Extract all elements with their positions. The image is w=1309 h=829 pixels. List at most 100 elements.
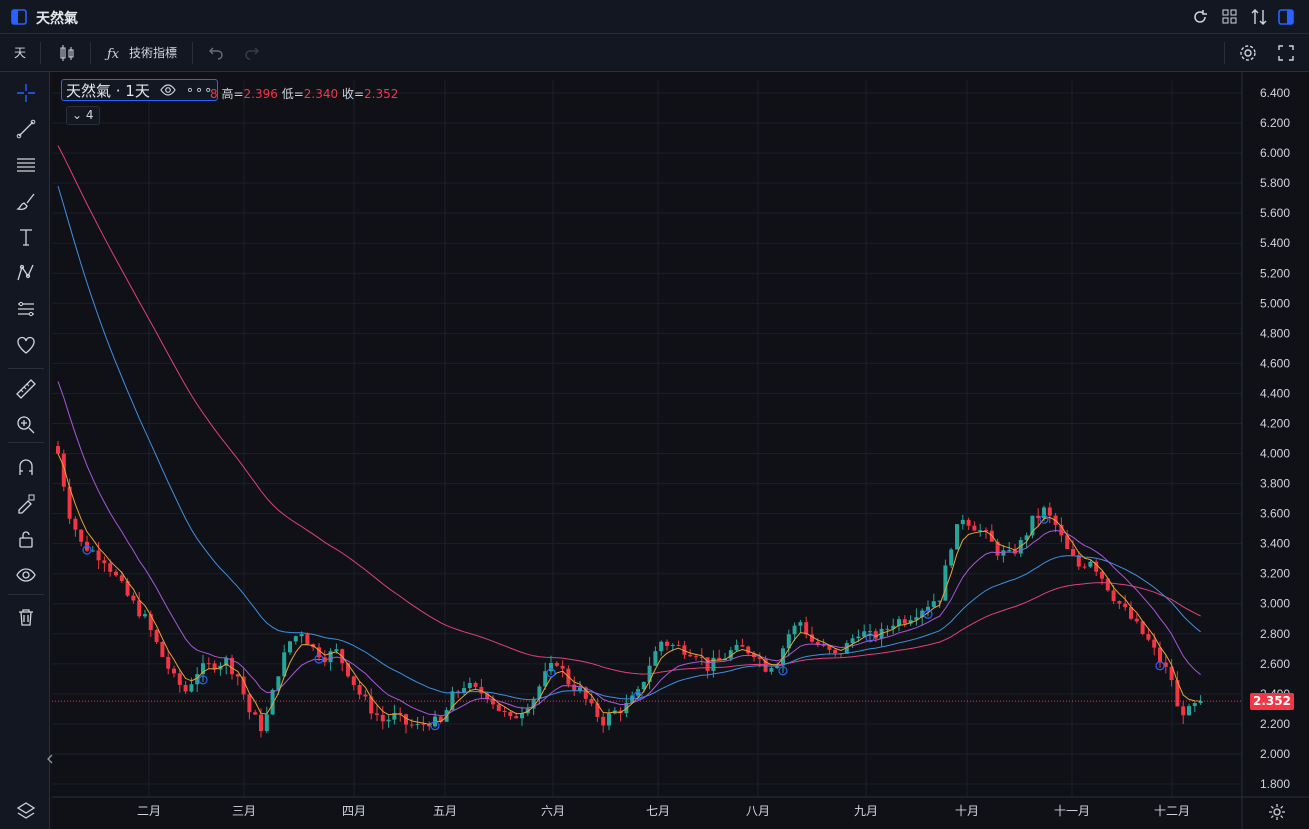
candle-body (746, 646, 751, 654)
candle-body (810, 634, 814, 642)
forecast-icon[interactable] (14, 297, 38, 321)
layout-grid-icon[interactable] (1219, 6, 1241, 28)
heart-icon[interactable] (14, 333, 38, 357)
candle-body (955, 524, 959, 550)
more-icon[interactable]: ∘∘∘ (185, 82, 214, 98)
candle-body (1192, 703, 1197, 707)
moving-average-line (57, 453, 1201, 725)
y-tick-label: 3.800 (1260, 477, 1290, 491)
ruler-icon[interactable] (14, 377, 38, 401)
candle-body (549, 662, 553, 672)
candle-body (456, 691, 461, 693)
sort-icon[interactable] (1248, 6, 1270, 28)
axis-settings-icon[interactable] (1268, 803, 1286, 821)
y-tick-label: 5.400 (1260, 236, 1290, 250)
layers-icon[interactable] (14, 799, 38, 823)
indicators-count: 4 (85, 108, 94, 122)
panel-icon[interactable] (1275, 6, 1297, 28)
pattern-icon[interactable] (14, 261, 38, 285)
candle-body (299, 634, 304, 637)
crosshair-icon[interactable] (14, 81, 38, 105)
candle-body (1163, 662, 1168, 667)
indicators-button[interactable]: 技術指標 (129, 46, 178, 60)
candle-body (984, 530, 988, 532)
y-tick-label: 2.800 (1260, 627, 1290, 641)
visibility-icon[interactable] (160, 82, 176, 98)
candle-body (978, 530, 983, 532)
candle-body (137, 600, 142, 617)
trend-line-icon[interactable] (14, 117, 38, 141)
candle-body (827, 645, 832, 650)
candles-icon[interactable] (56, 42, 78, 64)
event-marker-icon (1155, 661, 1165, 671)
text-icon[interactable] (14, 225, 38, 249)
y-tick-label: 5.800 (1260, 176, 1290, 190)
candle-body (264, 714, 269, 732)
interval-button[interactable]: 天 (14, 46, 27, 60)
lock-draw-icon[interactable] (14, 491, 38, 515)
candle-body (502, 710, 507, 712)
candle-body (769, 668, 774, 672)
candle-body (293, 636, 298, 642)
candle-body (792, 625, 797, 635)
candle-body (154, 630, 159, 642)
refresh-icon[interactable] (1189, 6, 1211, 28)
low-value: 2.340 (303, 87, 339, 101)
candle-body (1036, 515, 1041, 519)
candle-body (543, 671, 548, 687)
horizontal-lines-icon[interactable] (14, 153, 38, 177)
settings-icon[interactable] (1237, 42, 1259, 64)
candle-body (653, 651, 658, 666)
candle-body (856, 636, 861, 639)
undo-icon[interactable] (204, 42, 226, 64)
candle-body (728, 650, 733, 659)
x-tick-label: 七月 (646, 804, 670, 818)
candle-body (694, 656, 698, 658)
x-tick-label: 八月 (746, 804, 770, 818)
candle-body (108, 563, 113, 572)
event-marker-icon (923, 609, 933, 619)
candle-body (949, 549, 954, 566)
candle-body (288, 641, 292, 653)
candle-body (937, 600, 942, 602)
candle-body (160, 641, 165, 657)
candle-body (560, 665, 565, 669)
event-marker-icon (314, 654, 324, 664)
candle-body (102, 560, 107, 564)
magnet-icon[interactable] (14, 455, 38, 479)
candle-body (363, 694, 368, 697)
collapse-toolbar-icon[interactable] (46, 753, 54, 765)
candle-body (1059, 524, 1064, 536)
y-tick-label: 4.800 (1260, 326, 1290, 340)
trash-icon[interactable] (14, 605, 38, 629)
eye-icon[interactable] (14, 563, 38, 587)
brush-icon[interactable] (14, 189, 38, 213)
sidebar-toggle-icon[interactable] (8, 6, 30, 28)
fullscreen-icon[interactable] (1275, 42, 1297, 64)
y-tick-label: 3.200 (1260, 567, 1290, 581)
candle-body (276, 676, 281, 690)
candle-body (1169, 666, 1174, 681)
candle-body (125, 581, 130, 596)
candle-body (119, 575, 124, 582)
redo-icon[interactable] (242, 42, 264, 64)
moving-average-line (57, 381, 1201, 717)
candle-body (508, 711, 513, 717)
candle-body (920, 610, 925, 618)
candle-body (676, 644, 681, 646)
event-marker-icon (633, 691, 643, 701)
candle-body (1123, 603, 1128, 608)
candle-body (1042, 507, 1046, 519)
candle-body (73, 518, 78, 530)
lock-icon[interactable] (14, 527, 38, 551)
zoom-icon[interactable] (14, 413, 38, 437)
fx-icon[interactable]: ƒx (104, 42, 124, 64)
candle-body (166, 656, 171, 669)
symbol-legend[interactable]: 天然氣 · 1天 ∘∘∘ (61, 79, 219, 101)
indicators-collapse-button[interactable]: ⌄ 4 (66, 106, 100, 125)
candle-body (61, 453, 66, 487)
candle-body (212, 663, 217, 670)
candle-body (1065, 535, 1070, 549)
candle-body (241, 676, 246, 695)
